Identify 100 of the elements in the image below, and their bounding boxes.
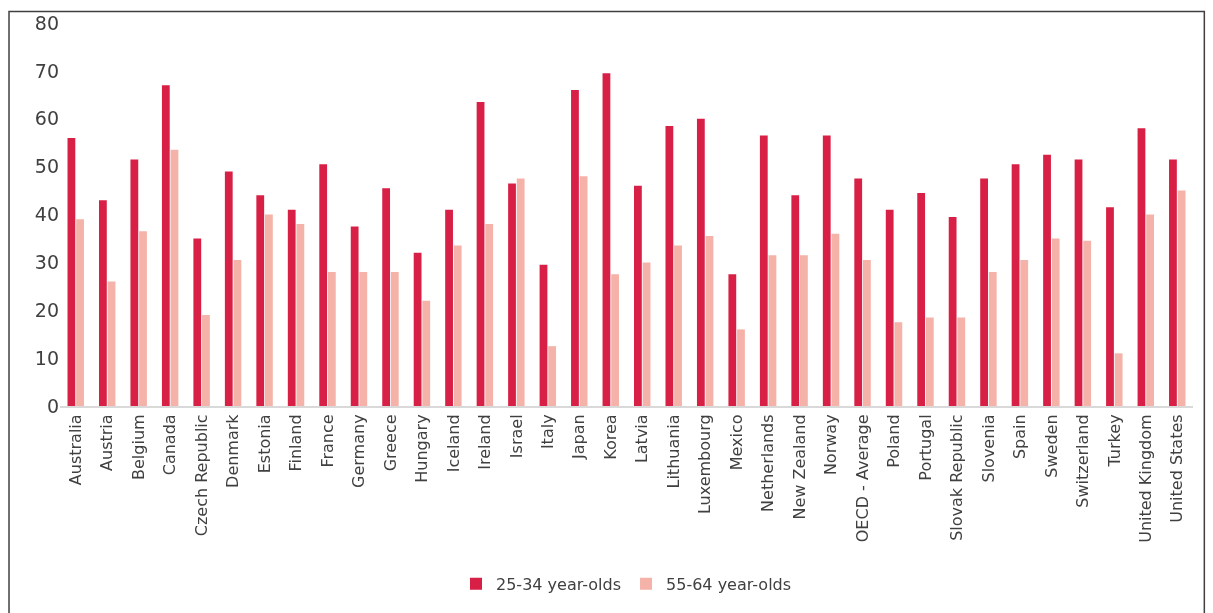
bar — [759, 135, 768, 406]
x-tick-label: Turkey — [1104, 414, 1124, 468]
bar — [476, 101, 485, 406]
x-tick-label: Belgium — [128, 414, 148, 480]
bar — [422, 300, 431, 406]
bar — [791, 195, 800, 406]
bar — [728, 274, 737, 406]
bar — [831, 233, 840, 406]
bar — [1043, 154, 1051, 406]
x-tick-label: Greece — [380, 414, 400, 472]
bar — [161, 85, 170, 406]
bar — [287, 209, 296, 406]
bar — [1177, 190, 1186, 406]
bar — [485, 224, 494, 406]
bar — [453, 245, 462, 406]
y-tick-label: 60 — [34, 107, 59, 130]
bar — [1146, 214, 1155, 406]
x-tick-label: Austria — [97, 414, 117, 471]
bar — [665, 125, 674, 406]
bar — [885, 209, 894, 406]
y-tick-label: 50 — [34, 155, 59, 178]
x-tick-label: Ireland — [475, 414, 495, 470]
y-tick-label: 30 — [34, 251, 59, 274]
bar — [925, 317, 934, 406]
x-tick-label: Mexico — [726, 414, 746, 471]
legend-label: 25-34 year-olds — [496, 575, 622, 594]
bar — [445, 209, 453, 406]
x-tick-label: Czech Republic — [191, 414, 211, 537]
bar — [917, 192, 926, 406]
bar — [1106, 207, 1114, 406]
bar — [539, 264, 548, 406]
x-tick-label: Korea — [600, 414, 620, 460]
y-tick-label: 20 — [34, 298, 59, 321]
bar — [296, 224, 305, 406]
y-tick-label: 80 — [34, 11, 59, 34]
bar — [579, 176, 588, 406]
bar — [768, 255, 777, 406]
x-tick-label: Estonia — [254, 414, 274, 474]
bar — [193, 238, 202, 406]
x-tick-label: Slovak Republic — [947, 414, 967, 541]
bar — [390, 271, 399, 406]
bar — [1011, 164, 1020, 406]
y-tick-label: 10 — [34, 346, 59, 369]
bar — [327, 271, 336, 406]
x-tick-label: Luxembourg — [695, 414, 715, 515]
x-tick-label: Italy — [538, 414, 558, 450]
bar — [1074, 159, 1083, 406]
x-tick-label: Latvia — [632, 414, 652, 464]
bar — [508, 183, 516, 406]
x-tick-label: Spain — [1010, 414, 1030, 460]
x-tick-label: Denmark — [223, 413, 243, 488]
bar — [1051, 238, 1060, 406]
bar — [359, 271, 368, 406]
bar — [602, 73, 611, 406]
bar — [256, 195, 265, 406]
bar — [800, 255, 808, 406]
y-tick-label: 40 — [34, 203, 59, 226]
bar — [350, 226, 359, 406]
x-tick-label: Portugal — [915, 414, 935, 481]
x-tick-label: Switzerland — [1073, 414, 1093, 508]
x-tick-label: Norway — [821, 414, 841, 476]
x-tick-label: Australia — [65, 414, 85, 486]
bar — [1114, 353, 1123, 406]
x-tick-label: Japan — [569, 414, 589, 461]
bar — [1137, 128, 1146, 406]
bar — [98, 200, 107, 406]
bar — [139, 231, 147, 406]
bar — [319, 164, 328, 406]
bar — [233, 259, 242, 406]
bar — [516, 178, 525, 406]
bar — [202, 315, 210, 406]
y-tick-label: 70 — [34, 59, 59, 82]
bar — [634, 185, 642, 406]
bar — [1020, 259, 1029, 406]
bar — [894, 322, 903, 406]
bar — [224, 171, 233, 406]
x-tick-label: Canada — [160, 414, 180, 476]
bar — [854, 178, 863, 406]
bar — [611, 274, 619, 406]
x-tick-label: United Kingdom — [1135, 414, 1155, 543]
x-tick-label: Hungary — [412, 414, 432, 483]
y-tick-label: 0 — [46, 394, 59, 417]
bar — [705, 236, 714, 406]
bar — [413, 252, 422, 406]
x-tick-label: Israel — [506, 414, 526, 459]
bar — [1083, 240, 1092, 406]
x-tick-label: United States — [1167, 414, 1187, 523]
x-tick-label: Poland — [884, 414, 904, 468]
bar — [696, 118, 705, 406]
bar — [957, 317, 966, 406]
bar — [1169, 159, 1177, 406]
x-tick-label: Sweden — [1041, 414, 1061, 478]
bar — [737, 329, 745, 406]
bar — [130, 159, 139, 406]
legend-label: 55-64 year-olds — [666, 575, 792, 594]
x-tick-label: Iceland — [443, 414, 463, 473]
x-tick-label: Lithuania — [663, 414, 683, 489]
bar — [265, 214, 273, 406]
x-tick-label: Slovenia — [978, 414, 998, 483]
bar — [548, 346, 557, 406]
